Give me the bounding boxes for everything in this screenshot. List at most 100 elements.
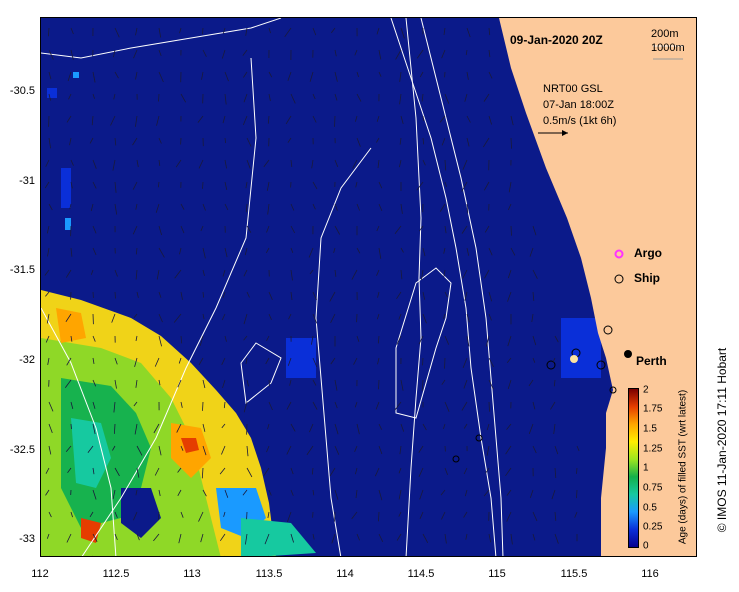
current-vector (285, 115, 292, 125)
current-vector (66, 357, 72, 366)
current-vector (203, 555, 204, 556)
current-vector (49, 555, 50, 556)
current-vector (488, 27, 491, 36)
current-vector (284, 27, 292, 38)
current-vector (532, 335, 537, 346)
current-vector (113, 401, 116, 413)
current-vector (506, 423, 512, 430)
current-vector (134, 423, 138, 435)
current-scale-label: 0.5m/s (1kt 6h) (543, 115, 617, 127)
current-vector (202, 291, 204, 298)
current-vector (158, 137, 162, 144)
current-vector (71, 555, 72, 556)
current-vector (70, 335, 73, 342)
current-vector (461, 181, 468, 192)
current-vector (462, 357, 468, 369)
current-vector (398, 511, 402, 517)
current-vector (484, 225, 490, 233)
current-vector (133, 49, 138, 59)
current-vector (439, 203, 446, 212)
current-vector (308, 247, 314, 258)
current-vector (312, 313, 318, 324)
current-vector (135, 247, 138, 255)
current-vector (201, 467, 204, 479)
current-vector (135, 489, 138, 496)
current-vector (354, 401, 358, 408)
current-vector (394, 401, 402, 411)
current-vector (290, 291, 293, 301)
copyright-label: © IMOS 11-Jan-2020 17:11 Hobart (715, 347, 729, 533)
current-vector (224, 71, 229, 82)
current-vector (48, 423, 53, 434)
current-vector (441, 49, 446, 59)
current-vector (400, 379, 404, 391)
current-vector (398, 467, 402, 474)
current-scale-arrow (538, 130, 568, 136)
current-vector (356, 335, 360, 342)
current-vector (48, 93, 51, 101)
current-vector (461, 225, 468, 234)
current-vector (198, 159, 204, 169)
current-vector (222, 269, 226, 277)
current-vector (64, 379, 72, 388)
current-vector (158, 335, 162, 347)
current-vector (224, 137, 226, 144)
current-vector (92, 247, 97, 256)
bathymetry-contours (41, 18, 504, 556)
current-vector (202, 27, 204, 35)
current-vector (45, 467, 50, 474)
current-vector (352, 159, 358, 169)
current-vector (134, 357, 138, 368)
current-vector (70, 247, 73, 257)
current-vector (92, 555, 93, 556)
current-vector (136, 533, 140, 541)
current-vector (312, 533, 315, 540)
x-tick-label: 112 (31, 568, 49, 580)
current-vector (334, 269, 337, 277)
current-vector (176, 423, 182, 433)
colorbar-tick-label: 0 (643, 540, 649, 552)
current-vector (158, 93, 160, 102)
current-vector (221, 423, 226, 429)
current-vector (444, 533, 447, 544)
current-vector (112, 489, 116, 500)
current-vector (486, 423, 490, 431)
x-tick-label: 113 (183, 568, 201, 580)
current-vector (577, 555, 578, 556)
current-vector (418, 445, 424, 453)
current-vector (222, 291, 226, 298)
current-vector (461, 401, 468, 411)
current-vector (268, 93, 271, 102)
current-vector (510, 225, 512, 236)
current-vector (70, 181, 73, 189)
current-vector (70, 159, 74, 166)
current-vector (312, 379, 317, 386)
current-vector (136, 291, 139, 298)
current-vector (90, 269, 94, 275)
current-vector (156, 269, 160, 280)
colorbar-tick-label: 0.75 (643, 482, 663, 494)
current-vector (378, 379, 380, 390)
current-vector (422, 137, 425, 145)
current-vector (222, 379, 226, 389)
current-vector (92, 159, 97, 169)
current-vector (421, 379, 424, 391)
y-tick-label: -31 (19, 175, 35, 187)
current-vector (529, 247, 534, 257)
current-vector (92, 467, 95, 475)
current-vector (48, 401, 54, 412)
current-vector (66, 115, 72, 123)
current-vector (48, 27, 50, 37)
current-vector (312, 489, 315, 496)
current-vector (155, 203, 160, 213)
current-vector (508, 181, 512, 193)
current-vector (485, 335, 490, 347)
current-vector (114, 269, 118, 277)
current-vector (309, 71, 314, 82)
x-tick-label: 116 (641, 568, 659, 580)
current-vector (135, 27, 138, 36)
x-tick-label: 114.5 (407, 568, 435, 580)
current-vector (466, 71, 469, 80)
current-vector (48, 71, 52, 80)
current-vector (114, 379, 117, 389)
